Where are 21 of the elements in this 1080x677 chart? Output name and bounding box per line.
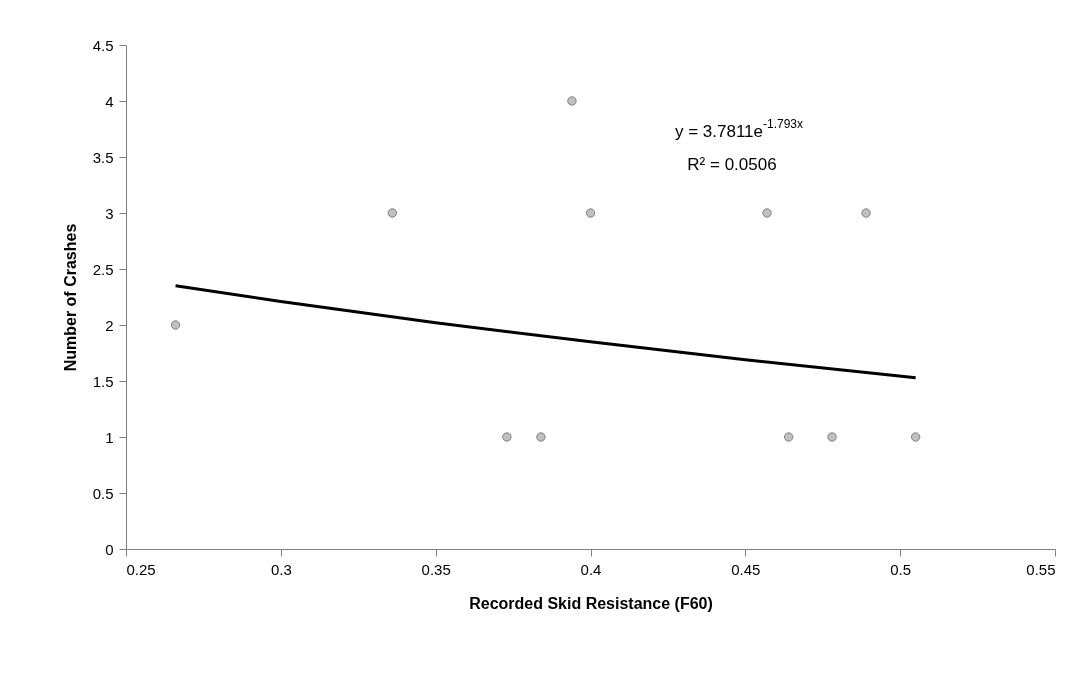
x-axis-title: Recorded Skid Resistance (F60) bbox=[469, 594, 713, 612]
x-tick-label: 0.25 bbox=[126, 560, 156, 578]
x-tick-label: 0.35 bbox=[421, 560, 451, 578]
y-tick-label: 0.5 bbox=[92, 484, 114, 502]
x-tick-label: 0.4 bbox=[580, 560, 602, 578]
y-tick-label: 2 bbox=[105, 316, 114, 334]
y-tick-label: 1.5 bbox=[92, 372, 114, 390]
y-axis-title: Number of Crashes bbox=[61, 223, 79, 372]
x-tick-label: 0.3 bbox=[270, 560, 292, 578]
x-tick-label: 0.45 bbox=[731, 560, 761, 578]
y-tick-label: 0 bbox=[105, 540, 114, 558]
y-tick-label: 3.5 bbox=[92, 148, 114, 166]
y-tick-label: 2.5 bbox=[92, 260, 114, 278]
y-tick-label: 4 bbox=[105, 92, 114, 110]
annotation: R² = 0.0506 bbox=[687, 155, 777, 174]
line-series bbox=[174, 284, 918, 380]
y-tick-label: 4.5 bbox=[92, 36, 114, 54]
y-tick-label: 3 bbox=[105, 204, 114, 222]
x-tick-label: 0.5 bbox=[890, 560, 912, 578]
x-tick-label: 0.55 bbox=[1026, 560, 1056, 578]
y-tick-label: 1 bbox=[105, 428, 114, 446]
